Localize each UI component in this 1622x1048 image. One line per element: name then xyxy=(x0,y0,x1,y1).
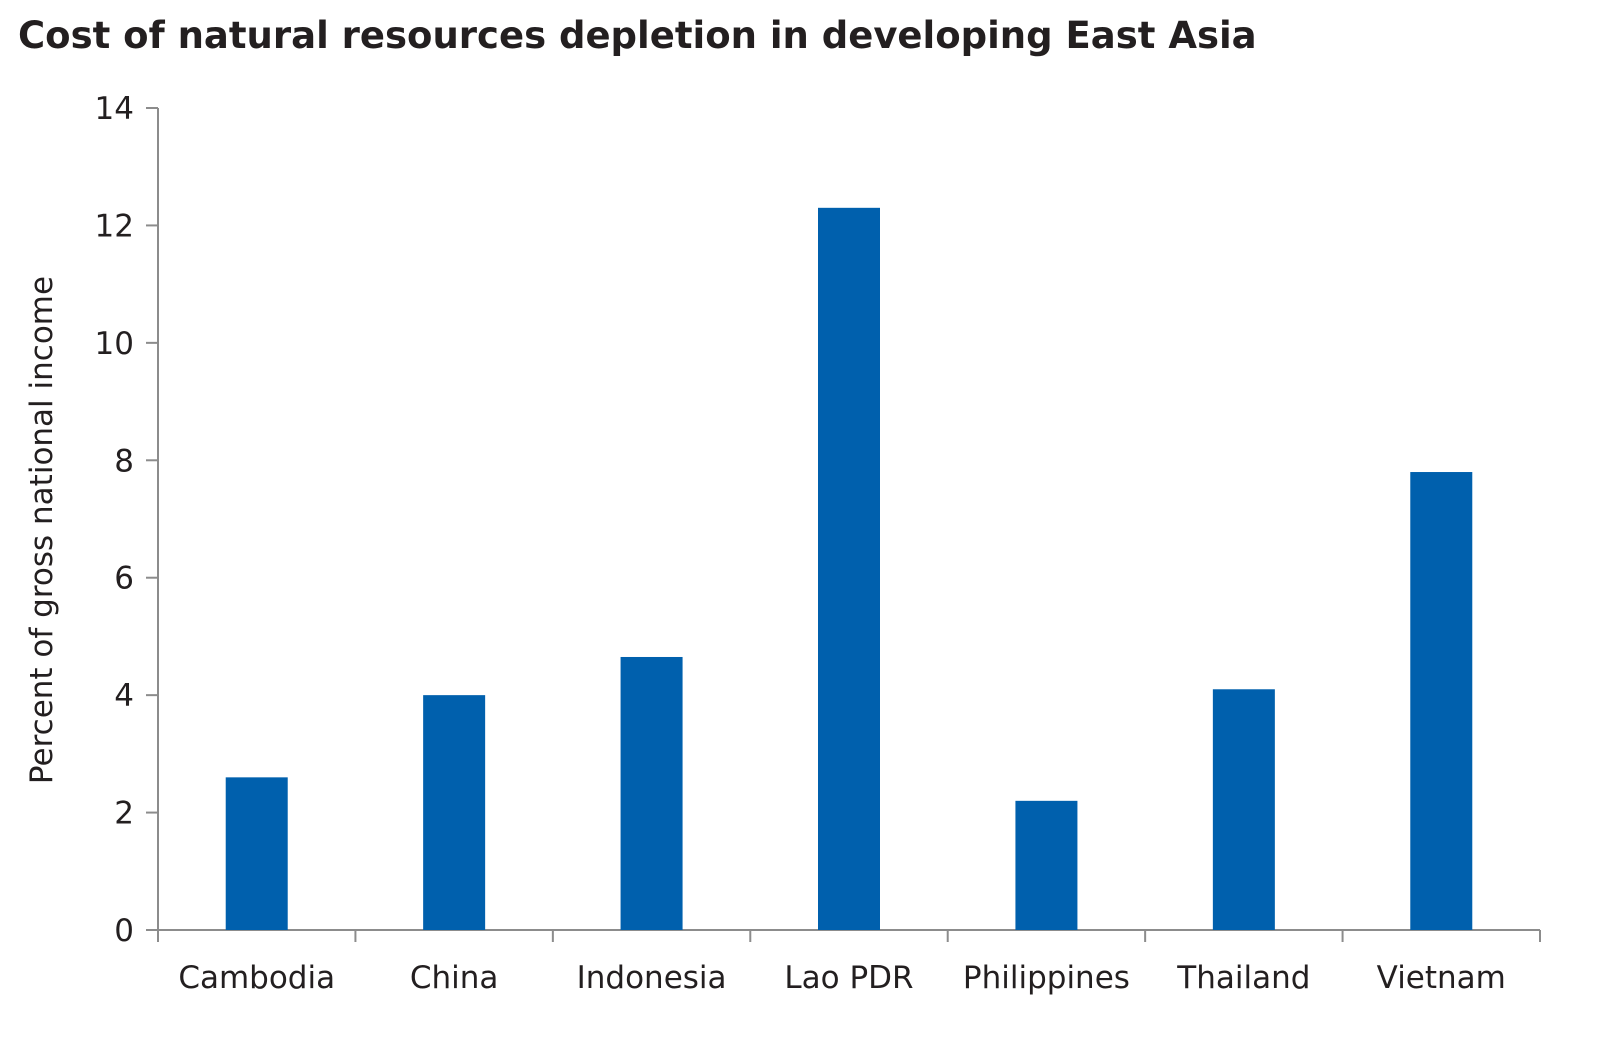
y-axis-label: Percent of gross national income xyxy=(24,276,60,784)
bar xyxy=(225,777,288,930)
y-tick-label: 4 xyxy=(114,678,134,714)
y-tick-label: 10 xyxy=(95,326,134,362)
bar xyxy=(1410,472,1473,930)
x-tick-label: Philippines xyxy=(963,960,1130,996)
chart-title: Cost of natural resources depletion in d… xyxy=(18,14,1257,57)
bar xyxy=(1212,689,1275,930)
x-tick-label: Vietnam xyxy=(1377,960,1506,996)
x-tick-label: Cambodia xyxy=(178,960,335,996)
y-axis: 0 2 4 6 8 10 12 14 xyxy=(95,91,159,949)
bar xyxy=(423,695,486,930)
bar xyxy=(620,656,683,930)
y-tick-label: 14 xyxy=(95,91,134,127)
x-tick-labels: Cambodia China Indonesia Lao PDR Philippines… xyxy=(178,960,1506,996)
x-tick-label: Lao PDR xyxy=(784,960,913,996)
x-tick-label: China xyxy=(410,960,499,996)
y-tick-label: 12 xyxy=(95,208,134,244)
bars xyxy=(225,207,1473,931)
y-tick-label: 0 xyxy=(114,913,134,949)
bar xyxy=(818,207,880,931)
y-tick-label: 8 xyxy=(114,443,134,479)
x-tick-label: Indonesia xyxy=(577,960,727,996)
bar xyxy=(1015,800,1078,930)
x-tick-label: Thailand xyxy=(1176,960,1310,996)
x-axis xyxy=(157,929,1541,942)
y-tick-label: 2 xyxy=(114,796,134,832)
y-tick-label: 6 xyxy=(114,561,134,597)
